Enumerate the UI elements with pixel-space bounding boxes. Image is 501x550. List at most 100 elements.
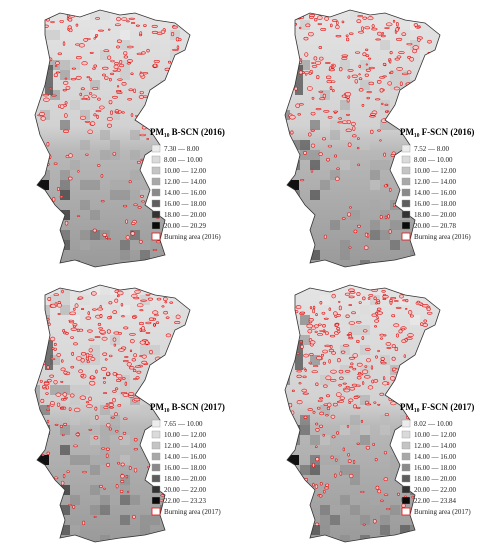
burning-area xyxy=(88,396,92,402)
burning-area xyxy=(97,322,102,326)
concentration-cell xyxy=(430,100,440,110)
burning-area xyxy=(132,369,137,373)
burning-area xyxy=(348,401,352,405)
burning-area xyxy=(93,113,97,117)
concentration-cell xyxy=(110,305,120,315)
burning-area xyxy=(165,333,172,338)
burning-area xyxy=(389,187,392,192)
concentration-cell xyxy=(430,70,440,80)
burning-area xyxy=(406,42,413,46)
concentration-cell xyxy=(60,190,70,200)
concentration-cell xyxy=(410,10,420,20)
burning-area xyxy=(346,37,350,42)
concentration-cell xyxy=(50,535,60,542)
concentration-cell xyxy=(340,240,350,250)
concentration-cell xyxy=(370,220,380,230)
concentration-cell xyxy=(70,415,80,425)
burning-area xyxy=(308,361,312,365)
burning-area xyxy=(308,71,312,75)
concentration-cell xyxy=(80,385,90,395)
burning-area xyxy=(394,346,399,352)
concentration-cell xyxy=(130,170,140,180)
burning-area xyxy=(319,397,324,400)
burning-area xyxy=(162,296,168,302)
burning-area xyxy=(362,52,367,57)
burning-area xyxy=(139,321,144,326)
burning-area xyxy=(47,379,52,383)
burning-area xyxy=(368,57,372,60)
burning-area xyxy=(149,349,153,355)
legend-label: 18.00 — 20.00 xyxy=(414,211,457,219)
concentration-cell xyxy=(140,515,150,525)
burning-area xyxy=(303,36,309,41)
burning-area xyxy=(324,16,329,21)
concentration-cell xyxy=(130,190,140,200)
concentration-cell xyxy=(90,435,100,445)
burning-area xyxy=(338,117,342,120)
burning-area xyxy=(298,26,302,30)
burning-area xyxy=(300,344,304,349)
burning-area xyxy=(56,402,61,407)
burning-area xyxy=(323,110,330,113)
concentration-cell xyxy=(90,210,100,220)
burning-area xyxy=(131,221,136,225)
legend-swatch xyxy=(151,507,161,516)
concentration-cell xyxy=(380,40,390,50)
legend-label: 12.00 — 14.00 xyxy=(414,442,457,450)
burning-area xyxy=(76,215,81,217)
burning-area xyxy=(106,462,110,467)
burning-area xyxy=(349,387,355,391)
concentration-cell xyxy=(100,455,110,465)
burning-area xyxy=(308,318,314,322)
burning-area xyxy=(156,240,161,244)
burning-area xyxy=(391,344,396,348)
burning-area xyxy=(309,340,316,345)
burning-area xyxy=(319,411,324,416)
burning-area xyxy=(395,306,402,309)
concentration-cell xyxy=(285,130,290,140)
burning-area xyxy=(368,81,374,86)
burning-area xyxy=(135,24,140,27)
burning-area xyxy=(298,70,303,75)
concentration-cell xyxy=(160,70,170,80)
burning-area xyxy=(123,51,128,56)
burning-area xyxy=(356,320,362,324)
burning-area xyxy=(115,90,121,93)
burning-area xyxy=(92,86,99,90)
concentration-cell xyxy=(40,110,50,120)
concentration-cell xyxy=(350,210,360,220)
legend-title: PM₁₀ B-SCN (2017) xyxy=(150,402,225,412)
legend-title: PM₁₀ F-SCN (2017) xyxy=(400,402,474,412)
burning-area xyxy=(114,387,119,391)
concentration-cell xyxy=(390,70,400,80)
burning-area xyxy=(170,32,175,37)
burning-area xyxy=(342,344,350,347)
burning-area xyxy=(117,461,121,465)
burning-area xyxy=(315,313,318,317)
concentration-cell xyxy=(285,220,290,230)
burning-area xyxy=(347,142,352,147)
burning-area xyxy=(116,45,120,49)
burning-area xyxy=(318,152,323,156)
concentration-cell xyxy=(110,180,120,190)
concentration-cell xyxy=(170,10,180,20)
burning-area xyxy=(59,104,65,109)
concentration-cell xyxy=(60,445,70,455)
burning-area xyxy=(90,121,96,126)
concentration-cell xyxy=(390,505,400,515)
burning-area xyxy=(296,369,302,373)
burning-area xyxy=(102,66,109,70)
burning-area xyxy=(325,75,332,80)
burning-area xyxy=(345,128,352,132)
burning-area xyxy=(128,180,132,184)
concentration-cell xyxy=(130,240,140,250)
burning-area xyxy=(146,48,150,53)
burning-area xyxy=(82,470,87,474)
burning-area xyxy=(364,26,370,30)
burning-area xyxy=(106,371,110,376)
burning-area xyxy=(352,367,357,371)
burning-area xyxy=(61,433,65,437)
burning-area xyxy=(329,23,333,28)
burning-area xyxy=(64,77,68,80)
burning-area xyxy=(330,379,337,382)
